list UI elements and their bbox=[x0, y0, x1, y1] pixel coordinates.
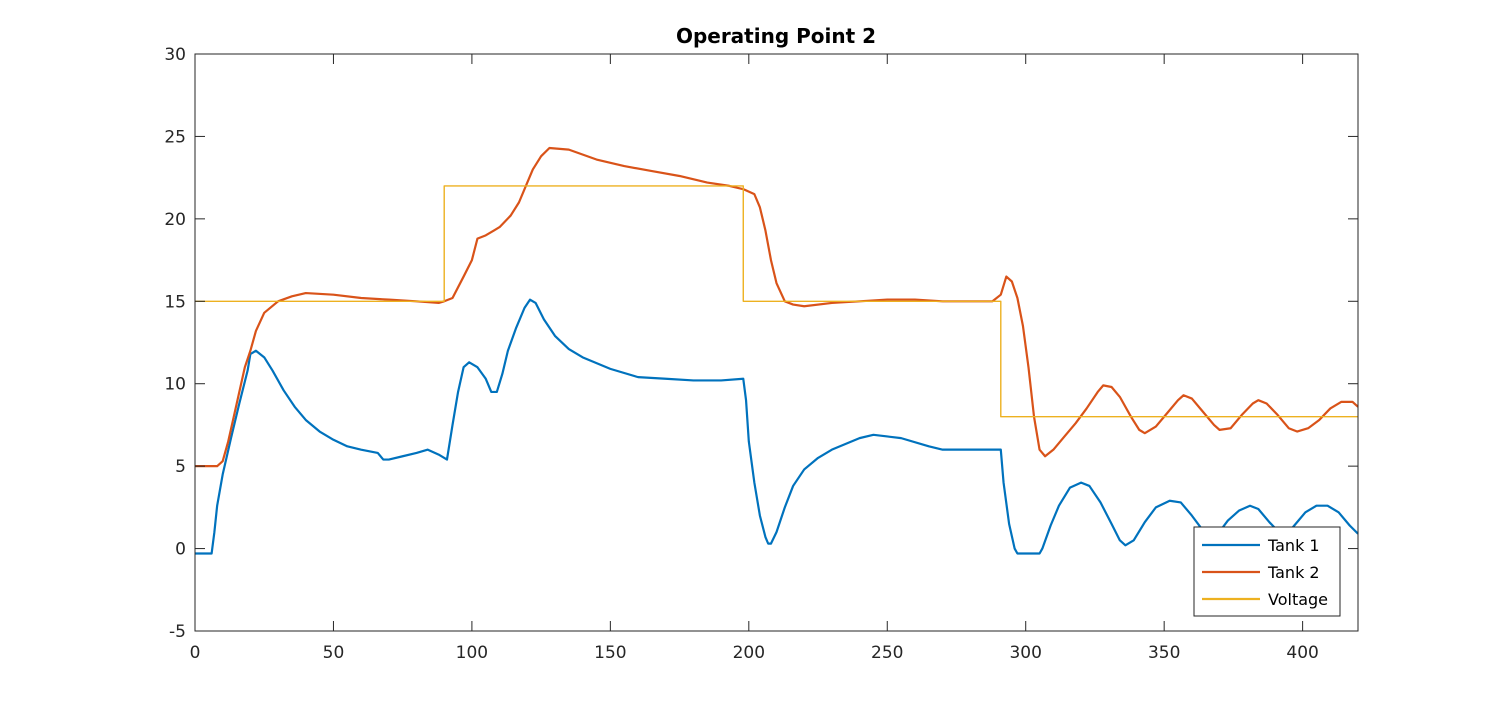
x-tick-label: 350 bbox=[1148, 643, 1180, 663]
x-tick-label: 250 bbox=[871, 643, 903, 663]
x-tick-label: 300 bbox=[1009, 643, 1041, 663]
legend-label: Voltage bbox=[1268, 590, 1328, 609]
x-tick-label: 200 bbox=[733, 643, 765, 663]
y-tick-label: 20 bbox=[164, 210, 186, 230]
y-tick-label: 30 bbox=[164, 45, 186, 65]
legend-label: Tank 2 bbox=[1267, 563, 1320, 582]
legend-label: Tank 1 bbox=[1267, 536, 1320, 555]
plot-area bbox=[195, 54, 1358, 631]
series-layer bbox=[195, 146, 1359, 555]
chart-title: Operating Point 2 bbox=[676, 24, 876, 48]
x-tick-label: 150 bbox=[594, 643, 626, 663]
x-tick-label: 50 bbox=[323, 643, 345, 663]
y-tick-label: 15 bbox=[164, 292, 186, 312]
legend: Tank 1 Tank 2 Voltage bbox=[1193, 526, 1341, 617]
x-tick-label: 400 bbox=[1286, 643, 1318, 663]
y-tick-label: -5 bbox=[169, 622, 186, 642]
x-tick-label: 0 bbox=[190, 643, 201, 663]
axes-box bbox=[194, 53, 1359, 632]
x-tick-label: 100 bbox=[456, 643, 488, 663]
y-tick-label: 5 bbox=[175, 457, 186, 477]
y-tick-label: 25 bbox=[164, 127, 186, 147]
series-line-voltage bbox=[195, 185, 1358, 418]
y-tick-label: 0 bbox=[175, 540, 186, 560]
y-tick-label: 10 bbox=[164, 375, 186, 395]
series-line-tank-1 bbox=[195, 298, 1359, 555]
